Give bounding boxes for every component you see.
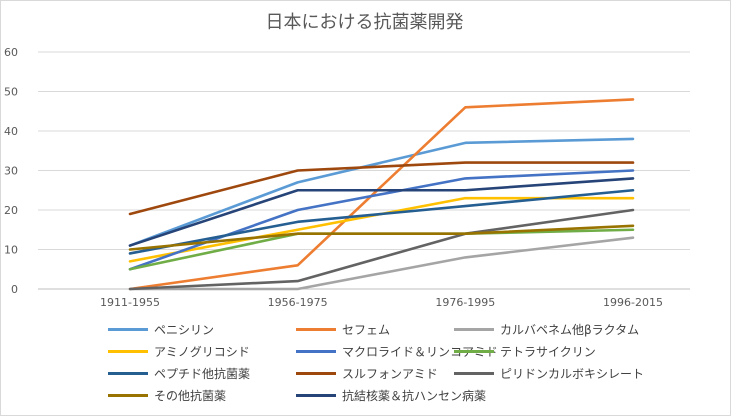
legend-label: スルフォンアミド xyxy=(342,366,438,381)
legend-swatch xyxy=(296,393,336,397)
legend-label: ピリドンカルボキシレート xyxy=(500,366,645,381)
x-tick-label: 1996-2015 xyxy=(603,296,663,309)
series-line-9 xyxy=(128,208,635,291)
legend-item: 抗結核薬＆抗ハンセン病薬 xyxy=(296,386,486,404)
series-line-10 xyxy=(128,224,635,251)
legend-label: マクロライド＆リンコアミド xyxy=(342,344,498,359)
y-tick-label: 0 xyxy=(11,283,18,296)
series-line-1 xyxy=(128,137,635,247)
legend-swatch xyxy=(108,327,148,331)
legend-label: テトラサイクリン xyxy=(500,344,596,359)
legend-swatch xyxy=(454,327,494,331)
series-line-11 xyxy=(128,177,635,247)
legend-item: アミノグリコシド xyxy=(108,342,250,360)
legend-item: マクロライド＆リンコアミド xyxy=(296,342,498,360)
series-line-5 xyxy=(128,169,635,271)
series-line-8 xyxy=(128,161,635,216)
legend-item: その他抗菌薬 xyxy=(108,386,226,404)
legend-item: テトラサイクリン xyxy=(454,342,596,360)
legend-swatch xyxy=(454,371,494,375)
x-tick-label: 1911-1955 xyxy=(100,296,160,309)
series-line-2 xyxy=(128,98,635,291)
legend-swatch xyxy=(108,349,148,353)
y-tick-label: 20 xyxy=(4,204,18,217)
y-tick-label: 50 xyxy=(4,86,18,99)
legend-item: セフェム xyxy=(296,320,390,338)
chart-title: 日本における抗菌薬開発 xyxy=(265,12,464,33)
series-line-3 xyxy=(128,236,635,291)
legend-label: セフェム xyxy=(342,322,391,337)
legend-item: ピリドンカルボキシレート xyxy=(454,364,644,382)
legend-swatch xyxy=(108,371,148,375)
legend-swatch xyxy=(296,371,336,375)
legend-item: ペニシリン xyxy=(108,320,214,338)
y-tick-label: 30 xyxy=(4,165,18,178)
legend-item: ペプチド他抗菌薬 xyxy=(108,364,250,382)
legend-label: カルバペネム他βラクタム xyxy=(500,322,640,337)
series-line-7 xyxy=(128,188,635,255)
legend-swatch xyxy=(296,327,336,331)
legend-label: ペプチド他抗菌薬 xyxy=(154,366,251,381)
y-tick-label: 40 xyxy=(4,125,18,138)
x-tick-label: 1956-1975 xyxy=(268,296,328,309)
legend-swatch xyxy=(296,349,336,353)
legend-label: 抗結核薬＆抗ハンセン病薬 xyxy=(342,388,487,403)
legend-label: その他抗菌薬 xyxy=(154,388,227,403)
y-tick-label: 60 xyxy=(4,46,18,59)
legend-label: ペニシリン xyxy=(154,322,215,337)
y-tick-label: 10 xyxy=(4,244,18,257)
legend-item: スルフォンアミド xyxy=(296,364,438,382)
legend-swatch xyxy=(108,393,148,397)
legend-label: アミノグリコシド xyxy=(154,344,250,359)
legend-item: カルバペネム他βラクタム xyxy=(454,320,639,338)
x-tick-label: 1976-1995 xyxy=(435,296,495,309)
legend-swatch xyxy=(454,349,494,353)
